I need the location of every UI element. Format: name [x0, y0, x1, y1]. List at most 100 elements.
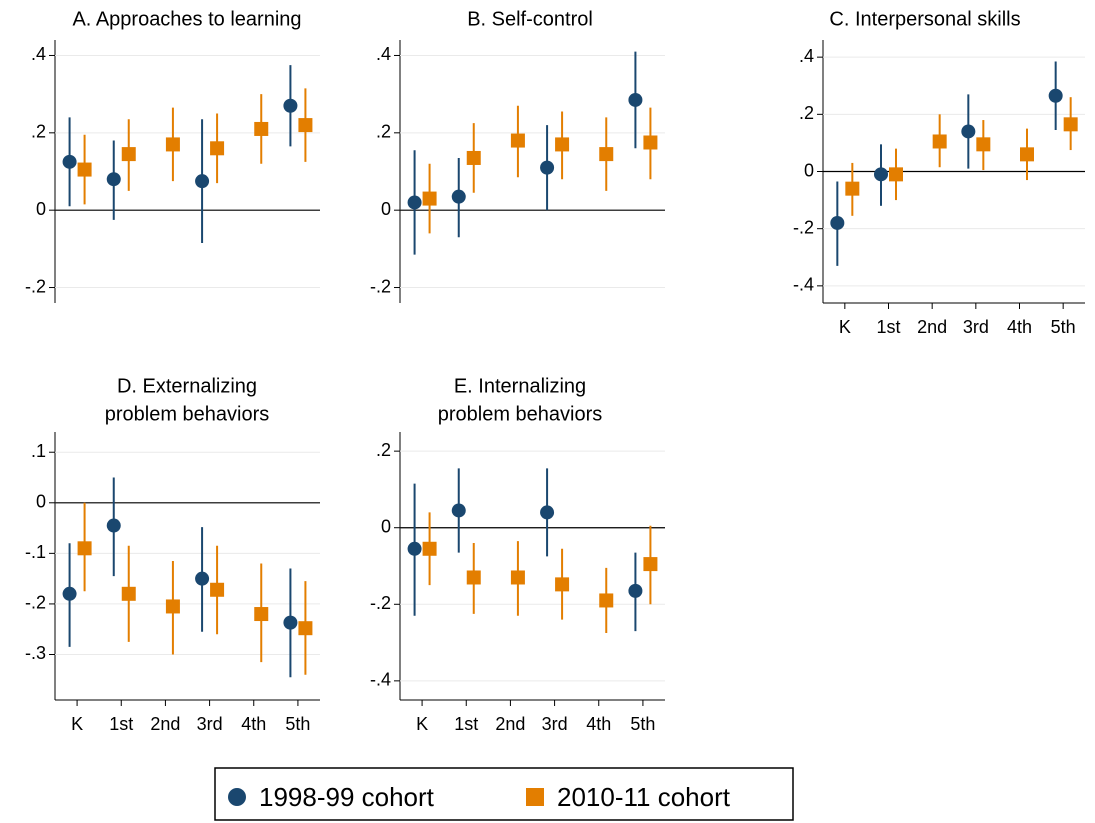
point: [932, 134, 947, 149]
x-tick-label: K: [416, 714, 428, 734]
y-tick-label: 0: [381, 199, 391, 219]
point: [298, 621, 313, 636]
point: [1020, 147, 1034, 162]
point: [510, 133, 525, 148]
point: [106, 172, 121, 187]
point: [628, 583, 643, 598]
x-tick-label: 5th: [1051, 317, 1076, 337]
x-tick-label: K: [839, 317, 851, 337]
x-tick-label: 3rd: [542, 714, 568, 734]
point: [298, 118, 313, 133]
y-tick-label: -.4: [793, 275, 814, 295]
point: [830, 215, 845, 230]
point: [165, 137, 180, 152]
point: [1063, 117, 1078, 132]
x-tick-label: K: [71, 714, 83, 734]
y-tick-label: .2: [31, 122, 46, 142]
panel-title: problem behaviors: [105, 403, 270, 425]
point: [283, 98, 298, 113]
point: [254, 121, 269, 136]
point: [643, 557, 658, 572]
panel-title: E. Internalizing: [454, 375, 586, 397]
y-tick-label: -.1: [25, 542, 46, 562]
y-tick-label: .2: [376, 122, 391, 142]
y-tick-label: 0: [36, 492, 46, 512]
point: [599, 147, 614, 162]
point: [976, 137, 991, 152]
panel-title: A. Approaches to learning: [72, 8, 301, 30]
x-tick-label: 4th: [1007, 317, 1032, 337]
point: [510, 570, 525, 585]
point: [555, 137, 570, 152]
point: [555, 577, 570, 592]
x-tick-label: 5th: [285, 714, 310, 734]
y-tick-label: .4: [31, 44, 46, 64]
point: [845, 181, 860, 196]
x-tick-label: 5th: [630, 714, 655, 734]
point: [195, 571, 210, 586]
y-tick-label: .4: [799, 46, 814, 66]
x-tick-label: 4th: [241, 714, 266, 734]
point: [540, 505, 555, 520]
point: [407, 195, 422, 210]
point: [628, 92, 643, 107]
point: [643, 135, 658, 150]
y-tick-label: .2: [799, 103, 814, 123]
x-tick-label: 1st: [109, 714, 133, 734]
y-tick-label: -.2: [370, 276, 391, 296]
y-tick-label: -.2: [793, 217, 814, 237]
point: [599, 593, 614, 608]
point: [466, 570, 481, 585]
legend-marker: [526, 788, 544, 806]
point: [106, 518, 121, 533]
panel-title: D. Externalizing: [117, 375, 257, 397]
point: [210, 141, 225, 156]
legend-box: [214, 767, 794, 821]
point: [254, 607, 269, 622]
legend-label: 2010-11 cohort: [557, 782, 731, 812]
point: [422, 541, 437, 556]
y-tick-label: -.2: [25, 593, 46, 613]
y-tick-label: -.3: [25, 643, 46, 663]
panel-title: problem behaviors: [438, 403, 603, 425]
point: [422, 191, 437, 206]
point: [62, 586, 77, 601]
y-tick-label: -.2: [25, 276, 46, 296]
point: [77, 541, 92, 556]
panel-title: C. Interpersonal skills: [829, 8, 1020, 30]
x-tick-label: 1st: [876, 317, 900, 337]
point: [540, 160, 555, 175]
y-tick-label: -.2: [370, 593, 391, 613]
legend-label: 1998-99 cohort: [259, 782, 435, 812]
y-tick-label: 0: [381, 516, 391, 536]
point: [451, 189, 466, 204]
point: [62, 154, 77, 169]
y-tick-label: .1: [31, 441, 46, 461]
point: [165, 599, 180, 614]
point: [407, 541, 422, 556]
point: [1048, 88, 1063, 103]
point: [961, 124, 976, 139]
x-tick-label: 2nd: [917, 317, 947, 337]
point: [874, 167, 888, 182]
x-tick-label: 1st: [454, 714, 478, 734]
y-tick-label: 0: [804, 160, 814, 180]
y-tick-label: .4: [376, 44, 391, 64]
point: [210, 582, 225, 597]
x-tick-label: 3rd: [963, 317, 989, 337]
x-tick-label: 4th: [586, 714, 611, 734]
x-tick-label: 2nd: [150, 714, 180, 734]
point: [195, 174, 210, 189]
point: [889, 167, 903, 182]
panel-title: B. Self-control: [467, 8, 593, 30]
y-tick-label: .2: [376, 440, 391, 460]
point: [466, 150, 481, 165]
point: [121, 147, 136, 162]
legend-marker: [228, 788, 246, 806]
y-tick-label: 0: [36, 199, 46, 219]
point: [283, 615, 298, 630]
point: [77, 162, 92, 177]
y-tick-label: -.4: [370, 670, 391, 690]
